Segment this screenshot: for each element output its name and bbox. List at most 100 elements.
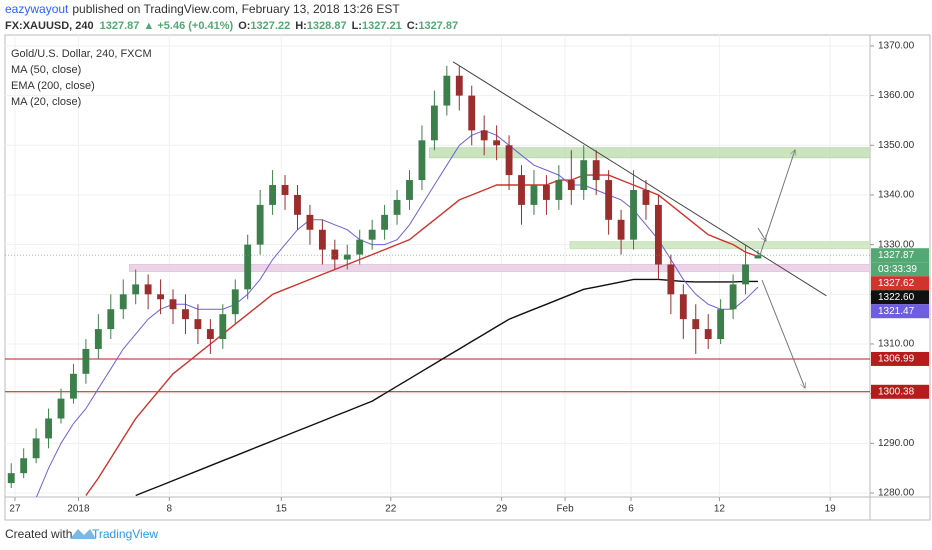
legend-entry: MA (50, close) — [11, 64, 81, 76]
candle-body — [406, 180, 413, 200]
x-tick-label: 2018 — [67, 504, 90, 515]
candle-body — [717, 309, 725, 340]
price-tag — [871, 290, 929, 305]
x-tick-label: 15 — [276, 504, 288, 515]
candle-body — [667, 264, 675, 295]
ma-line — [35, 129, 759, 497]
candle-body — [418, 140, 426, 181]
x-tick-label: 19 — [825, 504, 837, 515]
symbol-line: FX:XAUUSD, 240 1327.87 ▲ +5.46 (+0.41%) O:1… — [5, 20, 458, 32]
countdown-label: 03:33:39 — [878, 264, 917, 275]
price-tag-label: 1321.47 — [878, 306, 915, 317]
candle-body — [32, 438, 40, 459]
arrow — [761, 279, 805, 388]
header-line: eazywayout published on TradingView.com, … — [5, 2, 400, 16]
candle-body — [7, 473, 15, 484]
price-tag-label: 1327.62 — [878, 278, 915, 289]
candle-body — [331, 249, 339, 260]
y-tick-label: 1280.00 — [878, 488, 915, 499]
symbol-part: C: — [407, 20, 419, 32]
candle-body — [244, 244, 252, 290]
symbol-part: ▲ +5.46 (+0.41%) — [143, 20, 233, 32]
y-tick-label: 1370.00 — [878, 41, 915, 52]
x-tick-label: Feb — [556, 504, 574, 515]
candle-body — [692, 319, 700, 330]
y-tick-label: 1340.00 — [878, 190, 915, 201]
candle-body — [144, 284, 152, 295]
candle-body — [194, 319, 202, 330]
marks — [5, 61, 870, 497]
candle-body — [157, 294, 164, 300]
candle-body — [679, 294, 687, 320]
candle-body — [617, 219, 625, 240]
candle-body — [518, 175, 525, 205]
symbol-part: 1327.22 — [250, 20, 290, 32]
zone — [428, 147, 870, 159]
arrows — [757, 150, 805, 388]
candle-body — [654, 204, 662, 265]
symbol-part: 1327.87 — [418, 20, 458, 32]
symbol-part: 1327.87 — [100, 20, 140, 32]
candle-body — [94, 329, 102, 349]
candle-body — [704, 329, 712, 340]
x-tick-label: 12 — [714, 504, 726, 515]
ma-line — [135, 278, 758, 497]
candle-body — [754, 255, 762, 259]
candle-body — [269, 185, 277, 205]
candle-body — [393, 199, 401, 215]
axis: 1280.001290.001300.001310.001320.001330.… — [9, 41, 929, 515]
candle-body — [580, 160, 588, 190]
candle-body — [468, 95, 476, 131]
candle-body — [306, 214, 314, 230]
candle-body — [132, 284, 140, 295]
candle-body — [343, 254, 351, 260]
candle-body — [542, 185, 550, 200]
zones — [5, 147, 870, 393]
candle-body — [530, 185, 538, 205]
y-tick-label: 1330.00 — [878, 239, 915, 250]
author[interactable]: eazywayout — [5, 2, 69, 16]
candle-body — [430, 105, 438, 141]
candle-body — [742, 264, 749, 285]
candle-body — [493, 140, 501, 146]
legend-title: Gold/U.S. Dollar, 240, FXCM — [11, 48, 152, 60]
candle-body — [505, 145, 513, 176]
candle-body — [455, 75, 463, 96]
symbol-part: 1327.21 — [362, 20, 402, 32]
price-tag — [871, 276, 929, 291]
candle-body — [443, 75, 451, 106]
candle-body — [206, 329, 214, 340]
logo — [70, 529, 96, 539]
candle-body — [82, 348, 90, 374]
candle-body — [219, 314, 227, 340]
level-tag-label: 1300.38 — [878, 386, 915, 397]
x-tick-label: 6 — [628, 504, 634, 515]
candle-body — [605, 180, 613, 220]
candle-body — [642, 189, 650, 205]
footer-created: Created with — [5, 527, 72, 541]
x-tick-label: 29 — [496, 504, 508, 515]
symbol-part: O: — [238, 20, 250, 32]
candle-body — [20, 458, 28, 474]
published: published on TradingView.com, February 1… — [72, 2, 400, 16]
candle-body — [70, 373, 77, 399]
candle-body — [567, 180, 575, 190]
candle-body — [281, 185, 289, 195]
x-tick-label: 27 — [9, 504, 21, 515]
candle-body — [294, 194, 301, 215]
candle-body — [107, 309, 115, 330]
candle-body — [231, 289, 239, 315]
y-tick-label: 1360.00 — [878, 90, 915, 101]
frame — [4, 34, 931, 521]
zone — [569, 241, 870, 250]
symbol-part: H: — [295, 20, 307, 32]
footer-brand[interactable]: TradingView — [92, 527, 158, 541]
legend-entry: EMA (200, close) — [11, 80, 95, 92]
candle-body — [729, 284, 737, 310]
price-tag-label: 1322.60 — [878, 292, 915, 303]
x-tick-label: 8 — [167, 504, 173, 515]
symbol-part: L: — [352, 20, 362, 32]
countdown-tag — [871, 262, 929, 277]
candle-body — [592, 160, 600, 181]
